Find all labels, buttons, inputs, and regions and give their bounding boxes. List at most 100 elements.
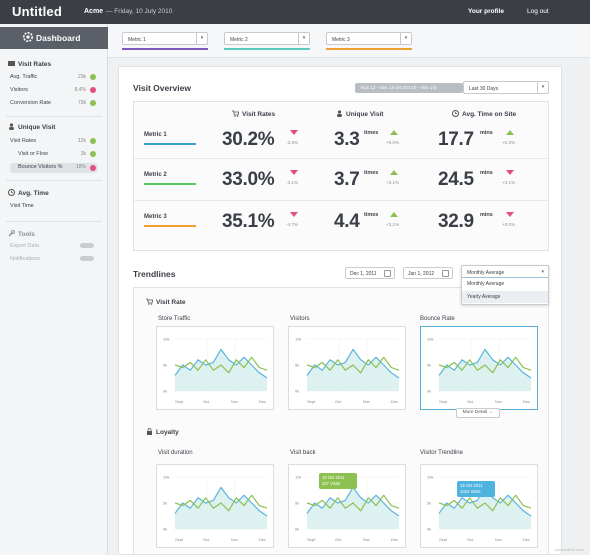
x-tick-label: Oct xyxy=(203,537,210,542)
compare-range-chip[interactable]: Nov 12 - Dec 14 (vs Oct 10 - Nov 14) xyxy=(355,83,463,93)
x-tick-label: Oct xyxy=(467,537,474,542)
calendar-icon[interactable] xyxy=(384,270,391,277)
divider xyxy=(6,116,102,117)
chart-tooltip: 19 Oct 2011 347 Visits xyxy=(319,473,357,489)
aggregate-select[interactable]: Monthly Average ▾ xyxy=(462,266,548,278)
metric-1-label: Metric 1 xyxy=(144,132,167,138)
calendar-icon[interactable] xyxy=(442,270,449,277)
metric-2-visit-change: +3.1% xyxy=(386,180,400,185)
user-icon xyxy=(9,123,14,130)
metric-select-1[interactable]: Metric 1 ▾ xyxy=(122,32,208,45)
bounce-rate-chart[interactable]: 10k 5k 0k Sept Oct Nov Dec xyxy=(420,326,538,410)
divider xyxy=(6,221,102,222)
sidebar-item-visit-or-flow[interactable]: Visit or Flow 3k xyxy=(10,151,98,160)
sidebar-item-conversion-rate[interactable]: Conversion Rate 73k xyxy=(10,100,98,109)
section-avg-time: Avg. Time xyxy=(8,189,49,197)
sidebar-item-visit-rates[interactable]: Visit Rates 12k xyxy=(10,138,98,147)
metric-2-visit-rate: 33.0% xyxy=(222,169,275,190)
series-area xyxy=(439,487,531,529)
metric-1-line xyxy=(144,143,196,145)
store-traffic-chart[interactable]: 10k 5k 0k Sept Oct Nov Dec xyxy=(156,326,274,410)
date-to-input[interactable]: Jan 1, 2012 xyxy=(403,267,453,279)
chevron-down-icon[interactable]: ▾ xyxy=(298,33,309,44)
series-line xyxy=(306,348,400,379)
trendlines-title: Trendlines xyxy=(133,269,176,279)
cart-icon xyxy=(146,298,153,305)
series-line xyxy=(174,348,268,379)
metric-select-3[interactable]: Metric 3 ▾ xyxy=(326,32,412,45)
trend-up-icon xyxy=(390,212,398,217)
y-tick-label: 5k xyxy=(163,363,167,368)
sidebar: Dashboard Visit Rates Avg. Traffic 23k V… xyxy=(0,24,108,555)
chevron-down-icon[interactable]: ▾ xyxy=(196,33,207,44)
chevron-down-icon[interactable]: ▾ xyxy=(400,33,411,44)
trend-up-icon xyxy=(390,170,398,175)
visit-duration-chart[interactable]: 10k 5k 0k Sept Oct Nov Dec xyxy=(156,464,274,548)
dashboard-button[interactable]: Dashboard xyxy=(0,27,108,49)
metric-2-color-bar xyxy=(224,48,310,50)
lock-icon xyxy=(147,428,152,435)
visitor-trendline-chart[interactable]: 10k 5k 0k Sept Oct Nov Dec 19 Oct 2011 1024 Vis… xyxy=(420,464,538,548)
metric-3-color-bar xyxy=(326,48,412,50)
metric-1-time-change: +0.3% xyxy=(502,140,516,145)
x-tick-label: Nov xyxy=(363,537,370,542)
org-name[interactable]: Acme xyxy=(84,8,104,15)
option-monthly-average[interactable]: Monthly Average xyxy=(467,281,505,287)
metric-2-line xyxy=(144,183,196,185)
chevron-down-icon[interactable]: ▾ xyxy=(541,269,544,275)
series-area xyxy=(307,487,399,529)
sidebar-item-visitors[interactable]: Visitors 8.4% xyxy=(10,87,98,96)
option-yearly-average[interactable]: Yearly Average xyxy=(462,291,548,303)
series-area xyxy=(307,349,399,391)
toggle-pill[interactable] xyxy=(80,243,94,248)
series-area xyxy=(439,349,531,391)
chevron-down-icon[interactable]: ▾ xyxy=(537,82,548,93)
logout-link[interactable]: Log out xyxy=(527,8,549,15)
range-select[interactable]: Last 30 Days ▾ xyxy=(463,81,549,94)
metric-1-unique-visit: 3.3 xyxy=(334,129,360,150)
sidebar-item-notifications[interactable]: Notifications xyxy=(10,256,98,265)
trend-panel: Visit Rate Store Traffic Visitors Bounce… xyxy=(133,287,549,555)
y-tick-label: 0k xyxy=(295,527,299,532)
metric-3-rate-change: -4.7% xyxy=(286,222,299,227)
user-icon xyxy=(337,110,342,117)
app-title: Untitled xyxy=(12,4,62,19)
chart-label: Visit duration xyxy=(158,450,193,456)
y-tick-label: 5k xyxy=(427,501,431,506)
unit-label: times xyxy=(364,170,379,176)
cart-icon xyxy=(232,110,239,117)
status-up-icon xyxy=(90,74,96,80)
sidebar-item-avg-traffic[interactable]: Avg. Traffic 23k xyxy=(10,74,98,83)
x-tick-label: Sept xyxy=(175,537,184,542)
chart-label: Visit back xyxy=(290,450,316,456)
visit-back-chart[interactable]: 10k 5k 0k Sept Oct Nov Dec 19 Oct 2011 347 Visi… xyxy=(288,464,406,548)
x-tick-label: Sept xyxy=(439,399,448,404)
current-date: — Friday, 10 July 2010 xyxy=(106,8,173,15)
x-tick-label: Dec xyxy=(259,399,266,404)
sidebar-item-visit-time[interactable]: Visit Time xyxy=(10,203,34,209)
more-detail-button[interactable]: More Detail → xyxy=(456,408,500,418)
date-from-input[interactable]: Dec 1, 2011 xyxy=(345,267,395,279)
mini-chart: 10k 5k 0k Sept Oct Nov Dec xyxy=(427,337,532,404)
top-bar: Untitled Acme — Friday, 10 July 2010 You… xyxy=(0,0,590,24)
y-tick-label: 5k xyxy=(163,501,167,506)
y-tick-label: 0k xyxy=(163,389,167,394)
trend-down-icon xyxy=(290,212,298,217)
metric-3-label: Metric 3 xyxy=(144,214,167,220)
sidebar-item-bounce-visitors[interactable]: Bounce Visitors % 18% xyxy=(10,163,98,173)
x-tick-label: Oct xyxy=(335,537,342,542)
metric-1-visit-rate: 30.2% xyxy=(222,129,275,150)
aggregate-dropdown[interactable]: Monthly Average ▾ Monthly Average Yearly… xyxy=(461,265,549,305)
profile-link[interactable]: Your profile xyxy=(468,8,504,15)
toggle-pill[interactable] xyxy=(80,256,94,261)
x-tick-label: Nov xyxy=(495,399,502,404)
col-visit-rates: Visit Rates xyxy=(232,110,275,118)
mini-chart: 10k 5k 0k Sept Oct Nov Dec xyxy=(163,475,268,542)
visitors-chart[interactable]: 10k 5k 0k Sept Oct Nov Dec xyxy=(288,326,406,410)
x-tick-label: Dec xyxy=(259,537,266,542)
sidebar-item-export-data[interactable]: Export Data xyxy=(10,243,98,252)
mini-chart: 10k 5k 0k Sept Oct Nov Dec xyxy=(295,337,400,404)
series-line xyxy=(438,494,532,512)
metric-2-label: Metric 2 xyxy=(144,172,167,178)
metric-select-2[interactable]: Metric 2 ▾ xyxy=(224,32,310,45)
